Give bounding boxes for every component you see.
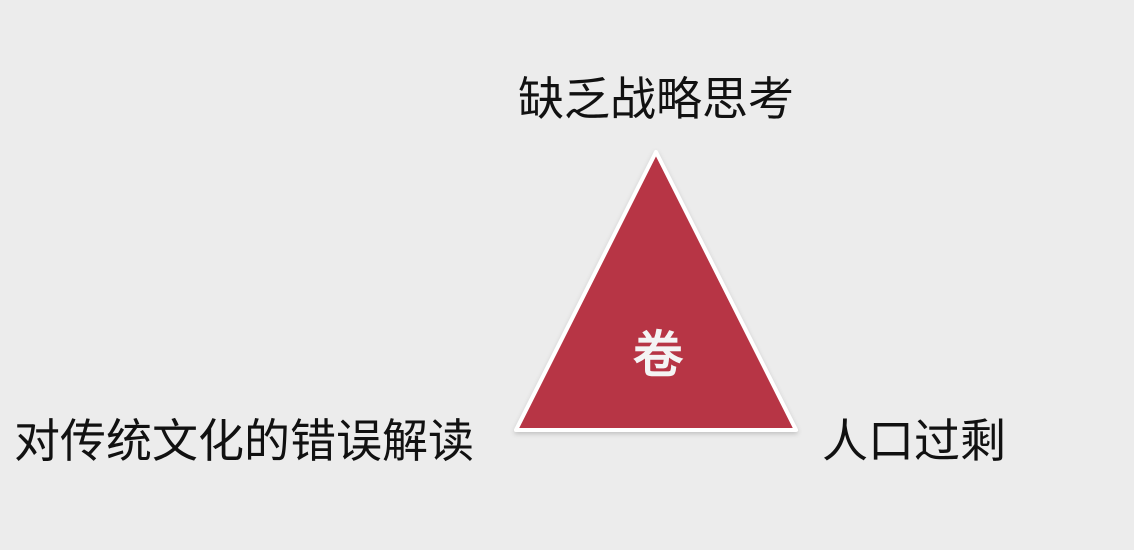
left-cause-label: 对传统文化的错误解读 <box>14 414 474 468</box>
triangle-shape <box>514 150 798 432</box>
triangle-diagram: 卷 <box>514 150 798 432</box>
top-cause-label: 缺乏战略思考 <box>518 72 794 126</box>
right-cause-label: 人口过剩 <box>822 414 1006 468</box>
center-label: 卷 <box>633 326 684 384</box>
